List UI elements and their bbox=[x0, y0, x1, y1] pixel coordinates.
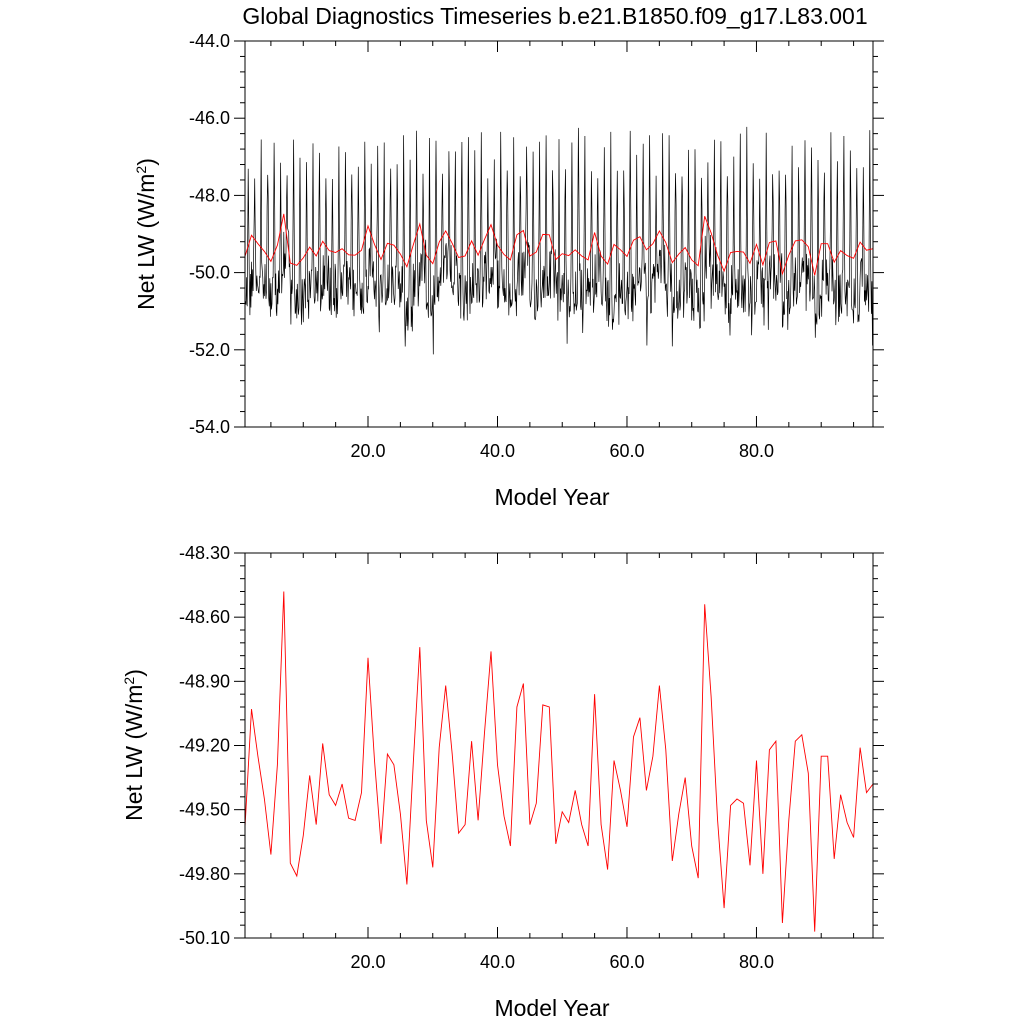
bottom-y-tick-label: -50.10 bbox=[179, 928, 230, 948]
top-y-tick-label: -46.0 bbox=[189, 108, 230, 128]
top-y-tick-label: -54.0 bbox=[189, 417, 230, 437]
top-monthly-series-line bbox=[244, 126, 873, 355]
bottom-x-tick-label: 40.0 bbox=[480, 952, 515, 972]
bottom-y-axis-label: Net LW (W/m2) bbox=[121, 669, 147, 821]
top-x-tick-label: 60.0 bbox=[609, 441, 644, 461]
bottom-ticks: 20.0 40.0 60.0 80.0 -50.10 -49.80 -49.50 -49.20… bbox=[179, 543, 884, 972]
top-ticks: 20.0 40.0 60.0 80.0 -54.0 -52.0 -50.0 -48.0 -46.… bbox=[189, 31, 884, 461]
top-plot-frame bbox=[244, 40, 874, 428]
bottom-panel: 20.0 40.0 60.0 80.0 -50.10 -49.80 -49.50 -49.20… bbox=[121, 543, 884, 1021]
bottom-y-tick-label: -49.50 bbox=[179, 800, 230, 820]
top-plot-area bbox=[244, 126, 874, 355]
bottom-x-tick-label: 80.0 bbox=[739, 952, 774, 972]
bottom-plot-area bbox=[244, 591, 874, 932]
top-y-tick-label: -48.0 bbox=[189, 185, 230, 205]
top-y-axis-label: Net LW (W/m2) bbox=[133, 158, 159, 310]
bottom-x-tick-label: 20.0 bbox=[350, 952, 385, 972]
bottom-x-axis-label: Model Year bbox=[494, 995, 609, 1021]
bottom-y-tick-label: -48.30 bbox=[179, 543, 230, 563]
bottom-x-tick-label: 60.0 bbox=[609, 952, 644, 972]
top-annual-mean-line bbox=[244, 213, 874, 276]
top-y-tick-label: -52.0 bbox=[189, 340, 230, 360]
figure-title: Global Diagnostics Timeseries b.e21.B185… bbox=[242, 3, 867, 29]
top-panel: 20.0 40.0 60.0 80.0 -54.0 -52.0 -50.0 -48.0 -46.… bbox=[133, 31, 884, 510]
top-x-axis-label: Model Year bbox=[494, 484, 609, 510]
bottom-y-tick-label: -48.90 bbox=[179, 671, 230, 691]
top-x-tick-label: 40.0 bbox=[480, 441, 515, 461]
bottom-y-tick-label: -49.20 bbox=[179, 736, 230, 756]
top-y-tick-label: -44.0 bbox=[189, 31, 230, 51]
top-y-tick-label: -50.0 bbox=[189, 263, 230, 283]
top-x-tick-label: 20.0 bbox=[350, 441, 385, 461]
bottom-y-tick-label: -49.80 bbox=[179, 864, 230, 884]
bottom-annual-mean-line bbox=[244, 591, 874, 932]
bottom-plot-frame bbox=[244, 552, 874, 939]
bottom-y-tick-label: -48.60 bbox=[179, 607, 230, 627]
top-x-tick-label: 80.0 bbox=[739, 441, 774, 461]
